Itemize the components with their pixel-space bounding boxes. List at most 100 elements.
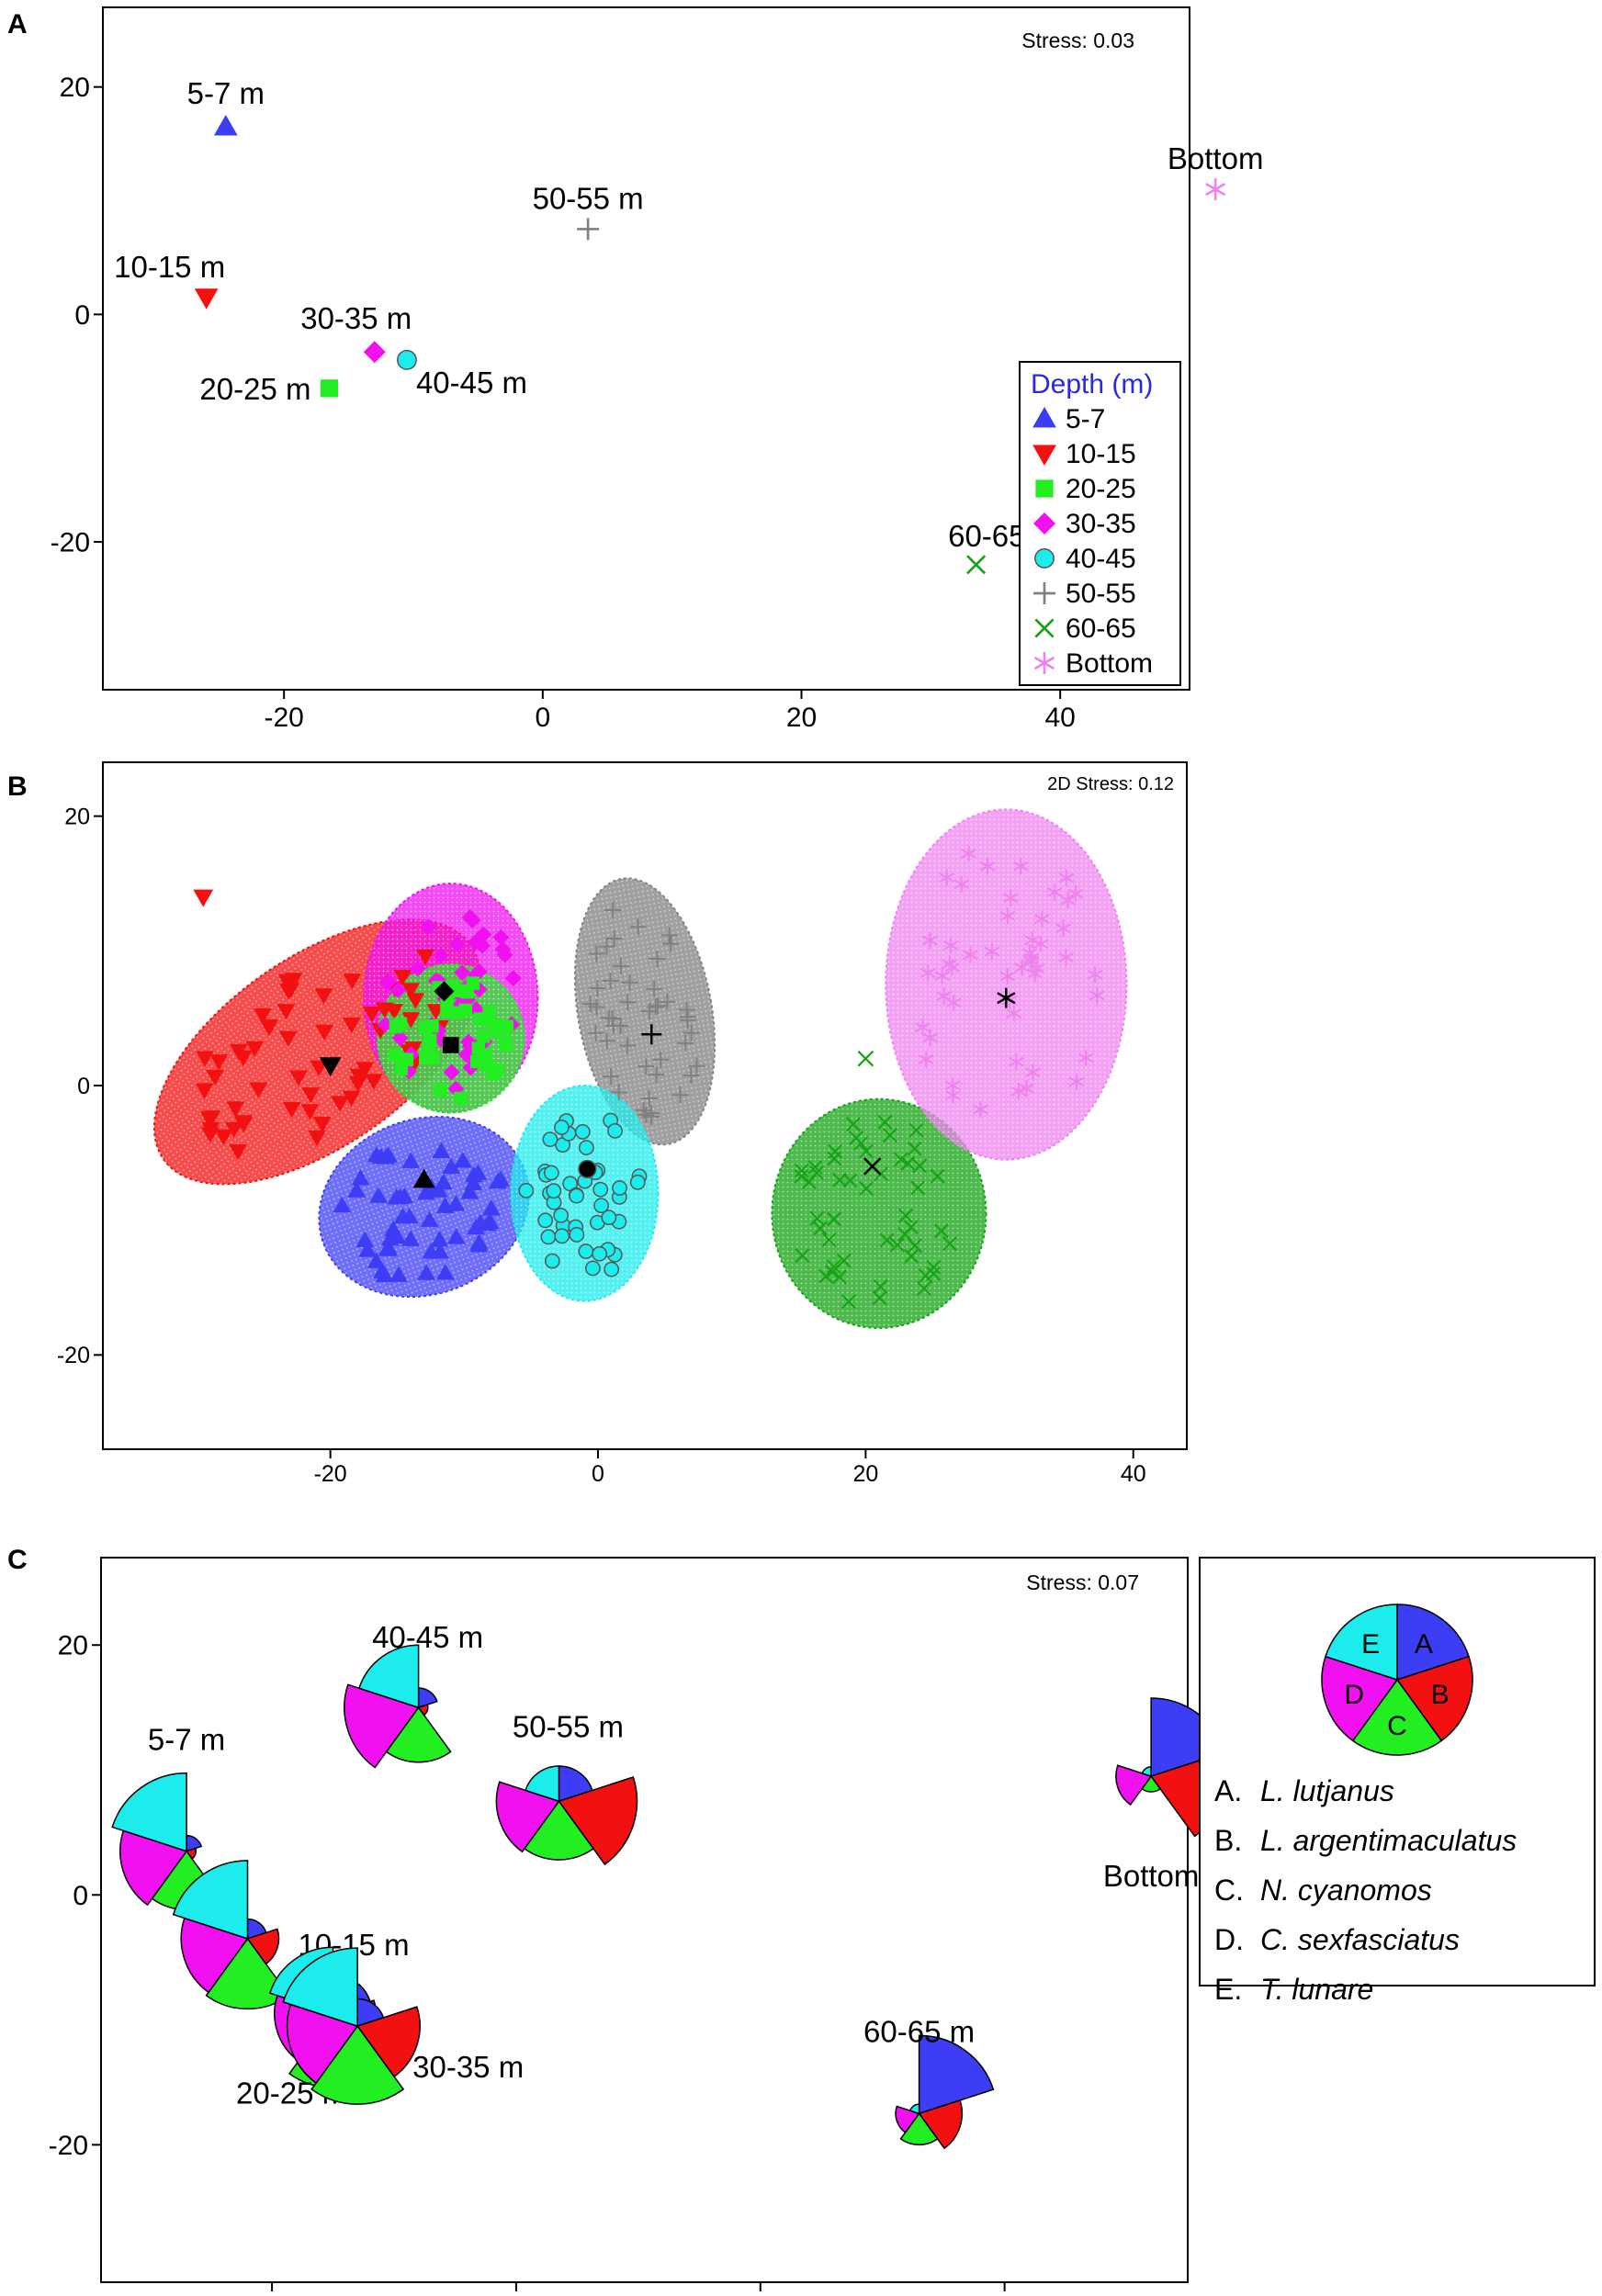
sample-point-Bottom [1047,884,1063,901]
sample-point-Bottom [1025,1064,1041,1081]
sample-point-60-65 [841,1294,856,1310]
marker-shape [894,1152,908,1167]
sample-point-60-65 [821,1232,837,1247]
legend-marker-5-7 [1032,406,1056,428]
marker-shape [504,970,522,987]
marker-shape [942,940,959,951]
sample-point-60-65 [910,1180,926,1196]
legend-letter: C. [1214,1874,1244,1907]
marker-shape [1032,939,1049,950]
marker-shape [945,1090,961,1101]
pie-label: 40-45 m [372,1620,483,1654]
marker-shape [879,1232,895,1248]
marker-shape [442,1037,459,1053]
sample-point-Bottom [1024,931,1041,949]
sample-point-50-55 [648,1066,665,1084]
marker-shape [922,1032,938,1043]
sample-point-Bottom [922,931,938,949]
legend-marker-60-65 [1034,618,1055,638]
marker-shape [546,1183,562,1199]
marker-shape [450,1006,464,1019]
sample-point-40-45 [518,1182,535,1199]
key-wedge-E [1325,1604,1398,1682]
sample-point-50-55 [629,918,647,936]
marker-shape [569,1227,585,1243]
marker-shape [883,1128,897,1143]
x-tick-label: 0 [535,703,550,733]
pie-label: 5-7 m [148,1723,225,1757]
sample-point-10-15 [401,983,421,999]
pie-30-35 [282,1947,421,2105]
pie-5-7 [111,1772,222,1911]
marker-shape [1032,445,1056,467]
sample-point-20-25 [500,1019,514,1033]
sample-point-60-65 [883,1128,897,1143]
marker-shape [343,974,362,990]
point-40-45 [397,349,417,370]
marker-shape [1008,1056,1024,1067]
sample-point-30-35 [449,936,467,953]
pie-label: Bottom [1103,1859,1200,1893]
marker-shape [809,1165,824,1180]
sample-point-40-45 [601,1210,617,1226]
sample-point-Bottom [915,1019,931,1036]
marker-shape [578,1140,594,1156]
sample-point-60-65 [912,1158,928,1174]
marker-shape [342,1090,361,1107]
marker-shape [390,1187,410,1205]
marker-shape [934,971,950,981]
marker-shape [607,1122,623,1139]
sample-point-5-7 [373,1262,391,1278]
sample-point-5-7 [390,1187,410,1205]
key-wedge-A [1396,1604,1470,1682]
marker-shape [347,1181,367,1198]
sample-point-10-15 [229,1144,247,1161]
point-label: 40-45 m [416,366,527,400]
marker-shape [367,1146,386,1163]
sample-point-10-15 [245,1041,264,1058]
marker-shape [389,1266,408,1282]
point-60-65 [966,555,987,575]
marker-shape [206,1069,224,1086]
marker-shape [229,1144,247,1161]
sample-point-10-15 [226,1101,245,1118]
marker-shape [936,991,952,1001]
marker-shape [454,1152,472,1168]
sample-point-30-35 [504,970,522,987]
sample-point-Bottom [1067,885,1084,903]
marker-shape [362,1007,381,1023]
sample-point-10-15 [276,1004,296,1020]
key-letter: E [1361,1629,1380,1660]
marker-shape [358,1241,378,1257]
marker-shape [397,349,417,370]
sample-point-10-15 [342,1017,361,1034]
legend-species: L. argentimaculatus [1260,1824,1517,1857]
key-letter: C [1387,1711,1407,1741]
marker-shape [846,1117,861,1132]
sample-point-20-25 [388,1048,401,1063]
marker-shape [249,1082,268,1098]
marker-shape [832,1172,848,1187]
sample-point-40-45 [585,1260,601,1277]
sample-point-60-65 [894,1152,908,1167]
legend-species: T. lunare [1260,1973,1373,2006]
sample-point-60-65 [918,1268,933,1283]
sample-point-Bottom [953,875,970,893]
sample-point-40-45 [569,1227,585,1243]
marker-shape [367,1252,386,1268]
plot-frame [102,761,1188,1450]
point-10-15 [194,288,219,310]
marker-shape [794,1168,809,1184]
marker-shape [853,1135,869,1151]
outlier-point-10-15 [193,889,214,907]
marker-shape [918,1268,933,1283]
marker-shape [401,983,421,999]
marker-shape [491,1170,510,1187]
marker-shape [593,1198,609,1214]
sample-point-5-7 [358,1241,378,1257]
pie-wedge-B [355,2006,421,2078]
marker-shape [416,949,434,966]
marker-shape [379,974,397,991]
sample-point-40-45 [546,1183,562,1199]
marker-shape [1034,548,1055,568]
